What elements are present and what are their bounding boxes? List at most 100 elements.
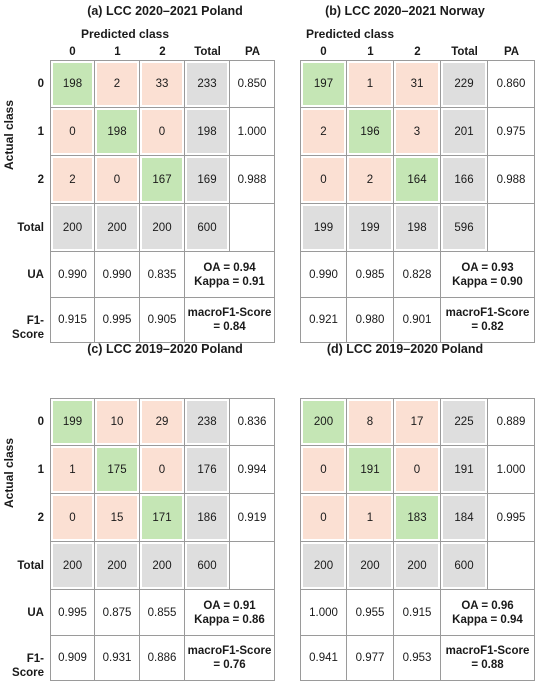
macro-f1-cell: macroF1-Score = 0.82 xyxy=(441,298,535,343)
cell-fill xyxy=(97,206,137,249)
off-diagonal-cell: 0 xyxy=(394,446,441,494)
confusion-matrix-panel-c: (c) LCC 2019–2020 Poland Actual class 0 1 2 T… xyxy=(0,338,275,681)
cell-text: macroF1-Score = 0.88 xyxy=(446,644,530,672)
cell-value: 169 xyxy=(197,173,217,186)
cell-value: 0.931 xyxy=(102,652,132,664)
cell-fill xyxy=(187,448,227,491)
cell-fill xyxy=(443,206,485,249)
cell-fill xyxy=(187,110,227,153)
producer-accuracy-cell: 0.836 xyxy=(230,398,275,446)
off-diagonal-cell: 0 xyxy=(140,446,185,494)
off-diagonal-cell: 17 xyxy=(394,398,441,446)
off-diagonal-cell: 0 xyxy=(50,494,95,542)
cell-fill xyxy=(142,63,182,105)
cell-value: 0.828 xyxy=(402,268,432,281)
cell-value: 0 xyxy=(320,463,327,476)
cell-text: macroF1-Score = 0.82 xyxy=(446,306,530,334)
cell-text-line: Kappa = 0.91 xyxy=(194,275,265,288)
cell-fill xyxy=(396,110,438,153)
off-diagonal-cell: 29 xyxy=(140,398,185,446)
cell-value: 200 xyxy=(107,559,127,572)
cell-value: 0 xyxy=(69,511,76,524)
cell-value: 1.000 xyxy=(309,606,338,619)
cell-value: 198 xyxy=(62,78,83,90)
cell-fill xyxy=(53,544,92,587)
cell-value: 164 xyxy=(407,173,427,186)
off-diagonal-cell: 33 xyxy=(140,60,185,108)
cell-value: 200 xyxy=(107,221,127,234)
cell-value: 17 xyxy=(410,416,424,428)
cell-text-line: OA = 0.96 xyxy=(461,599,514,612)
cell-value: 600 xyxy=(197,559,217,572)
cell-fill xyxy=(349,496,391,539)
cell-fill xyxy=(142,206,182,249)
row-header: UA xyxy=(27,607,44,619)
cell-value: 0.850 xyxy=(237,78,267,90)
cell-value: 1.000 xyxy=(237,125,267,138)
cell-value: 0.875 xyxy=(102,606,132,619)
cell-fill xyxy=(53,63,92,105)
cell-value: 167 xyxy=(152,173,172,186)
x-axis-title: Predicted class xyxy=(305,27,395,41)
cell-value: 199 xyxy=(360,221,380,234)
off-diagonal-cell: 0 xyxy=(300,494,347,542)
cell-value: 2 xyxy=(320,125,327,138)
row-header: 2 xyxy=(37,174,44,186)
empty-cell xyxy=(230,204,275,252)
cell-fill xyxy=(97,158,137,201)
f1-score-cell: 0.941 xyxy=(300,636,347,681)
grand-total-cell: 596 xyxy=(441,204,488,252)
cell-fill xyxy=(443,158,485,201)
cell-value: 0 xyxy=(69,125,76,138)
producer-accuracy-cell: 0.850 xyxy=(230,60,275,108)
cell-value: 199 xyxy=(313,221,334,234)
row-header: 2 xyxy=(37,512,44,524)
cell-value: 33 xyxy=(155,78,169,90)
user-accuracy-cell: 0.990 xyxy=(300,252,347,298)
off-diagonal-cell: 31 xyxy=(394,60,441,108)
cell-text: macroF1-Score = 0.76 xyxy=(188,644,272,672)
cell-value: 184 xyxy=(454,511,474,524)
cell-fill xyxy=(349,448,391,491)
off-diagonal-cell: 3 xyxy=(394,108,441,156)
user-accuracy-cell: 0.955 xyxy=(347,590,394,636)
cell-value: 0.921 xyxy=(309,314,338,326)
cell-fill xyxy=(53,206,92,249)
f1-score-cell: 0.886 xyxy=(140,636,185,681)
cell-fill xyxy=(396,401,438,443)
oa-kappa-cell: OA = 0.91 Kappa = 0.86 xyxy=(185,590,275,636)
cell-fill xyxy=(187,158,227,201)
cell-fill xyxy=(443,63,485,105)
cell-text: OA = 0.94 Kappa = 0.91 xyxy=(194,261,265,289)
confusion-matrix-panel-d: (d) LCC 2019–2020 Poland 200 8 17 225 0.889 0 1… xyxy=(275,338,550,681)
cell-fill xyxy=(303,448,344,491)
cell-value: 0.995 xyxy=(496,511,526,524)
user-accuracy-cell: 0.995 xyxy=(50,590,95,636)
cell-fill xyxy=(396,496,438,539)
cell-fill xyxy=(349,401,391,443)
cell-value: 0.995 xyxy=(102,314,132,326)
user-accuracy-cell: 0.875 xyxy=(95,590,140,636)
cell-value: 2 xyxy=(366,173,374,186)
cell-fill xyxy=(303,158,344,201)
cell-text-line: = 0.84 xyxy=(213,321,246,333)
cell-text-line: macroF1-Score xyxy=(187,307,272,319)
diagonal-cell: 199 xyxy=(50,398,95,446)
user-accuracy-cell: 0.835 xyxy=(140,252,185,298)
cell-text: OA = 0.91 Kappa = 0.86 xyxy=(194,599,265,627)
off-diagonal-cell: 0 xyxy=(95,156,140,204)
cell-value: 10 xyxy=(110,416,124,428)
cell-value: 0.915 xyxy=(58,314,87,326)
cell-value: 200 xyxy=(313,559,334,572)
column-header: Total xyxy=(194,46,221,58)
producer-accuracy-cell: 0.919 xyxy=(230,494,275,542)
cell-value: 175 xyxy=(107,463,127,476)
column-total-cell: 200 xyxy=(50,542,95,590)
cell-value: 0.941 xyxy=(309,652,338,664)
cell-value: 0.889 xyxy=(496,416,526,428)
cell-value: 600 xyxy=(454,559,474,572)
cell-fill xyxy=(187,401,227,443)
cell-value: 600 xyxy=(197,221,217,234)
column-header: 0 xyxy=(320,46,327,58)
off-diagonal-cell: 0 xyxy=(300,156,347,204)
